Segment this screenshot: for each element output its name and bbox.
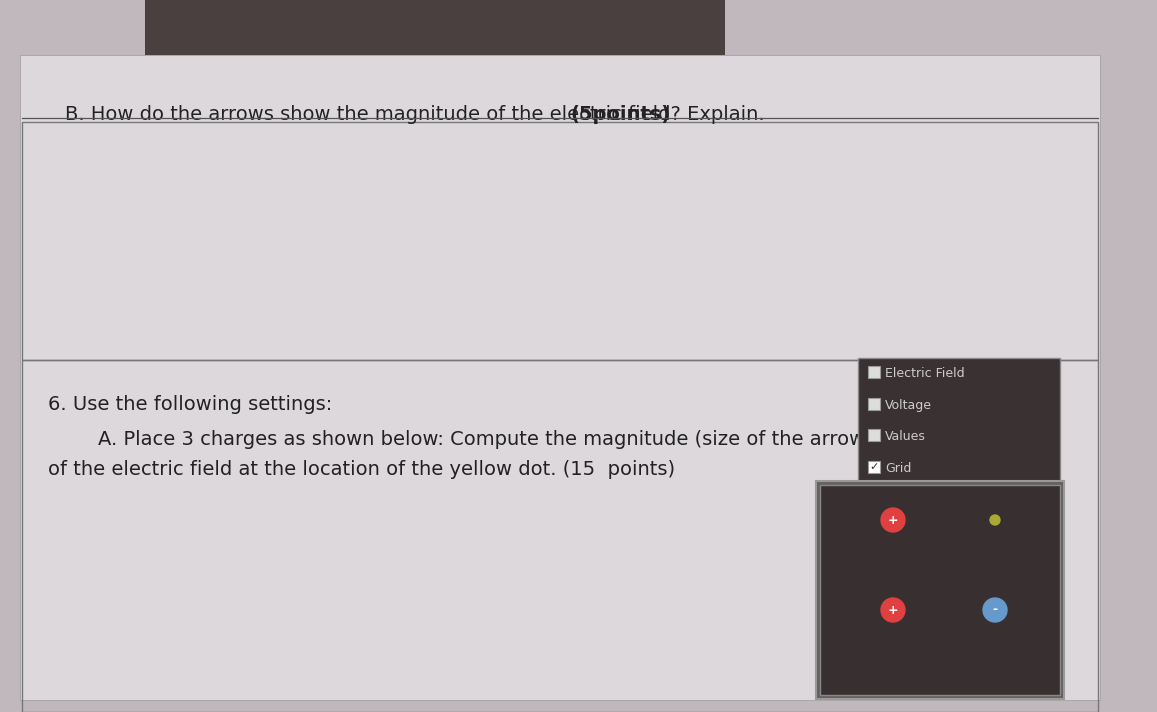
Bar	[868, 429, 880, 441]
Text: B. How do the arrows show the magnitude of the electric field? Explain.: B. How do the arrows show the magnitude …	[65, 105, 771, 124]
Circle shape	[880, 508, 905, 532]
Text: +: +	[887, 604, 898, 617]
Text: +: +	[887, 513, 898, 526]
Bar	[858, 358, 1060, 485]
Text: of the electric field at the location of the yellow dot. (15  points): of the electric field at the location of…	[47, 460, 676, 479]
Text: Values: Values	[885, 431, 926, 444]
Text: A. Place 3 charges as shown below: Compute the magnitude (size of the arrow) and: A. Place 3 charges as shown below: Compu…	[47, 430, 1008, 449]
Text: ✓: ✓	[869, 462, 878, 472]
Bar	[868, 461, 880, 473]
Text: Electric Field: Electric Field	[885, 367, 965, 380]
Text: 6. Use the following settings:: 6. Use the following settings:	[47, 395, 332, 414]
Bar	[22, 360, 1098, 712]
Text: Voltage: Voltage	[885, 399, 933, 412]
Bar	[22, 122, 1098, 360]
Text: -: -	[993, 604, 997, 617]
Bar	[145, 0, 725, 55]
Circle shape	[990, 515, 1000, 525]
Bar	[868, 366, 880, 378]
Text: Grid: Grid	[885, 462, 912, 475]
Text: (5points): (5points)	[570, 105, 670, 124]
Bar	[868, 398, 880, 409]
Circle shape	[880, 598, 905, 622]
Bar	[816, 481, 1064, 699]
Circle shape	[983, 598, 1007, 622]
Bar	[820, 485, 1060, 695]
